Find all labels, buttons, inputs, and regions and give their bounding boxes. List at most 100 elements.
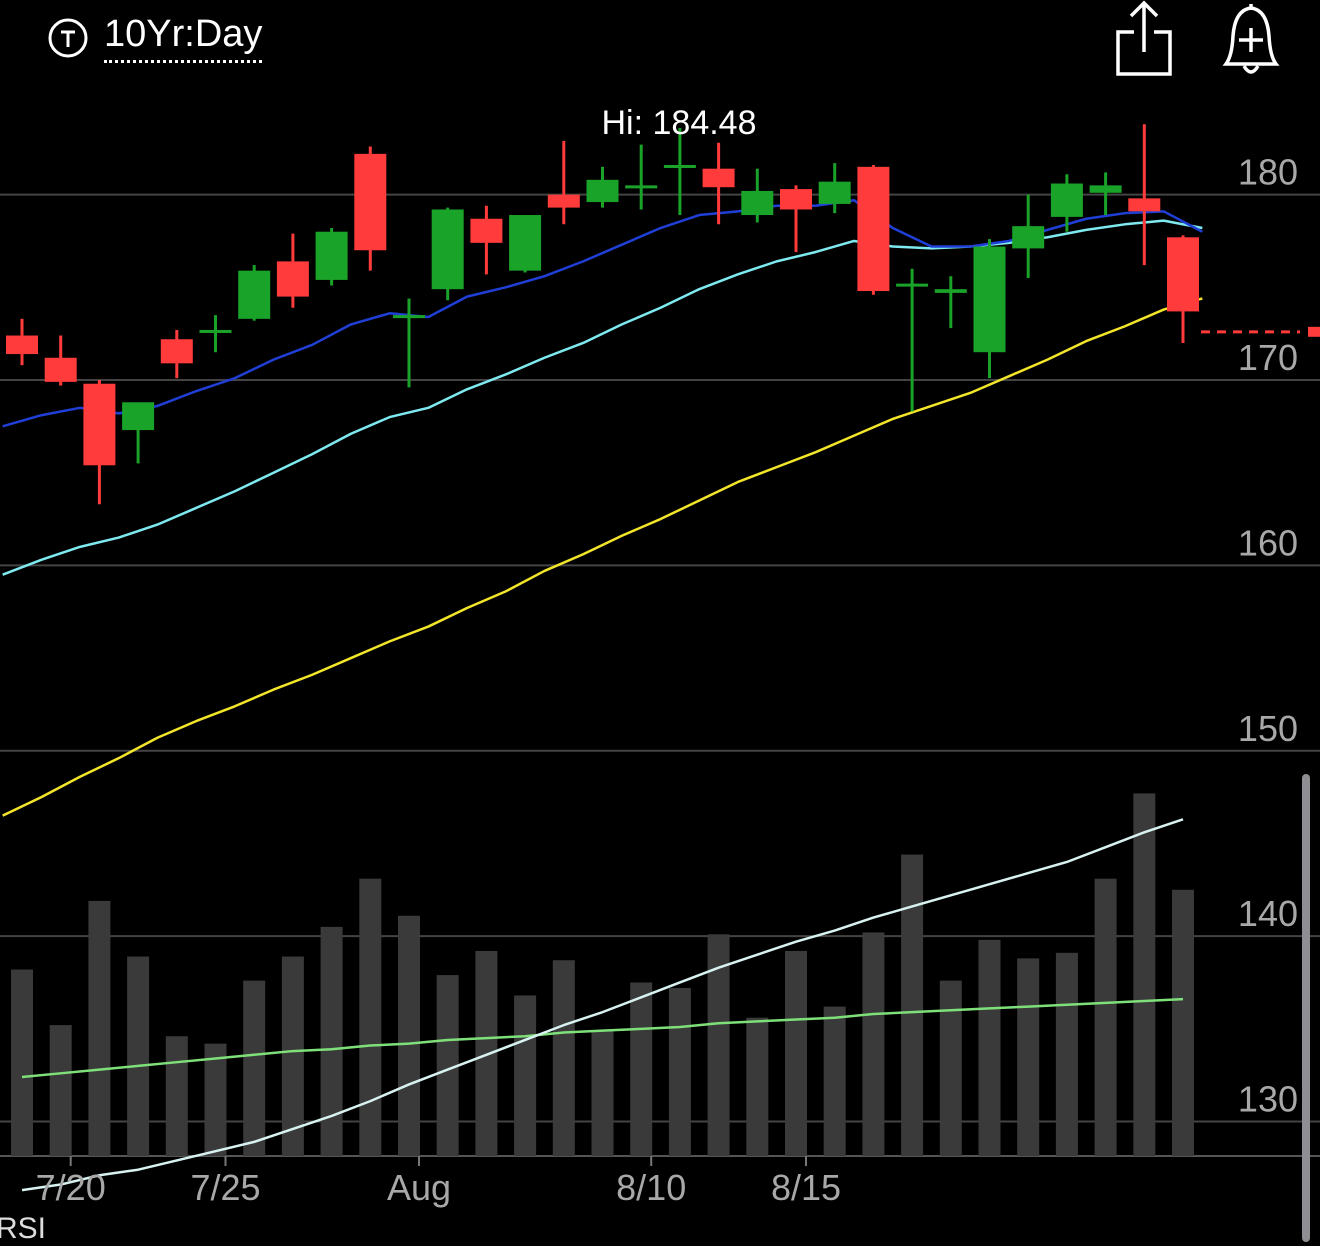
candle-body — [1089, 185, 1122, 193]
candle-body — [122, 402, 155, 431]
volume-bar-8 — [320, 926, 343, 1156]
candle-30 — [1167, 235, 1199, 343]
volume-bar-19 — [746, 1017, 769, 1156]
volume-bar-15 — [591, 1030, 614, 1156]
share-icon[interactable] — [1112, 0, 1176, 80]
candle-body — [470, 218, 503, 243]
candle-15 — [586, 166, 619, 208]
candle-6 — [238, 265, 271, 321]
volume-bar-22 — [862, 932, 885, 1156]
price-moving-averages — [2, 198, 1203, 817]
indicator-label[interactable]: RSI — [0, 1212, 47, 1245]
y-tick-label-130: 130 — [1238, 1079, 1298, 1120]
scrollbar[interactable] — [1302, 774, 1310, 1242]
candle-body — [780, 189, 812, 210]
candle-23 — [896, 268, 929, 412]
volume-bar-24 — [939, 980, 962, 1156]
candlesticks — [6, 124, 1199, 505]
x-tick-label: 8/15 — [771, 1167, 841, 1208]
candle-0 — [6, 318, 38, 366]
candle-3 — [122, 402, 155, 464]
y-tick-label-170: 170 — [1238, 337, 1298, 378]
volume-bar-11 — [436, 975, 459, 1156]
candle-body — [1050, 183, 1083, 217]
x-axis-labels: 7/20 7/25 Aug 8/10 8/15 — [36, 1156, 841, 1208]
candle-body — [6, 335, 38, 355]
candle-body — [547, 194, 580, 208]
volume-bar-16 — [630, 982, 653, 1156]
volume-bar-4 — [165, 1036, 188, 1156]
volume-bar-27 — [1055, 952, 1078, 1156]
ma-long-line — [2, 297, 1203, 817]
candle-18 — [702, 142, 735, 225]
volume-bar-17 — [668, 988, 691, 1156]
x-tick-label: 7/25 — [190, 1167, 260, 1208]
x-tick-label: Aug — [387, 1167, 451, 1208]
volume-bar-5 — [204, 1043, 227, 1156]
candle-body — [663, 164, 696, 168]
candle-body — [857, 166, 890, 292]
candle-5 — [199, 315, 232, 353]
volume-bar-7 — [281, 956, 304, 1156]
candle-26 — [1012, 194, 1045, 279]
candle-11 — [431, 207, 464, 301]
volume-bar-29 — [1133, 793, 1156, 1156]
candle-25 — [973, 239, 1006, 379]
volume-bar-6 — [243, 980, 266, 1156]
candle-21 — [818, 163, 851, 214]
candle-28 — [1089, 172, 1122, 216]
volume-bar-13 — [514, 995, 537, 1156]
volume-bar-21 — [823, 1006, 846, 1156]
high-price-label: Hi: 184.48 — [601, 104, 757, 142]
volume-ma-short-line — [21, 818, 1184, 1192]
y-axis-labels: 180 170 160 150 140 130 — [1238, 152, 1298, 1120]
volume-bar-26 — [1017, 958, 1040, 1156]
y-tick-label-180: 180 — [1238, 152, 1298, 193]
volume-bar-0 — [11, 969, 33, 1156]
ma-short-line — [2, 198, 1203, 428]
y-tick-label-150: 150 — [1238, 708, 1298, 749]
period-selector[interactable]: 10Yr:Day — [104, 10, 263, 63]
ma-mid-line — [2, 219, 1203, 576]
candle-body — [1167, 237, 1199, 312]
candle-body — [741, 190, 774, 216]
candle-body — [44, 357, 77, 382]
candle-body — [276, 261, 309, 297]
volume-bar-20 — [785, 950, 807, 1156]
candle-body — [973, 246, 1006, 353]
candle-29 — [1128, 124, 1161, 266]
candle-body — [934, 289, 967, 293]
volume-bars — [11, 793, 1194, 1156]
candle-body — [1012, 226, 1045, 249]
candle-2 — [83, 380, 116, 505]
volume-bar-30 — [1172, 889, 1194, 1156]
candle-4 — [160, 329, 193, 379]
candle-body — [818, 181, 851, 204]
candle-body — [315, 231, 348, 280]
add-alert-bell-icon[interactable] — [1216, 0, 1286, 80]
price-gridlines — [0, 193, 1320, 1157]
candle-20 — [780, 185, 812, 253]
y-tick-label-140: 140 — [1238, 893, 1298, 934]
candle-17 — [663, 127, 696, 216]
candle-body — [199, 329, 232, 333]
candle-10 — [393, 298, 425, 388]
volume-bar-23 — [901, 854, 924, 1156]
volume-bar-18 — [707, 934, 730, 1156]
candle-22 — [857, 164, 890, 295]
candle-body — [160, 339, 193, 364]
candle-27 — [1050, 174, 1083, 232]
volume-ma-long-line — [21, 997, 1184, 1079]
last-price-line — [1201, 326, 1320, 337]
candle-7 — [276, 233, 309, 308]
candle-8 — [315, 228, 348, 286]
candle-body — [393, 315, 425, 319]
candle-body — [702, 168, 735, 188]
chart-toolbar: 10Yr:Day — [0, 0, 1320, 90]
volume-bar-25 — [978, 939, 1001, 1156]
volume-bar-10 — [398, 915, 420, 1156]
candle-body — [896, 283, 929, 287]
last-price-marker — [1308, 326, 1320, 337]
x-tick-label: 8/10 — [616, 1167, 686, 1208]
